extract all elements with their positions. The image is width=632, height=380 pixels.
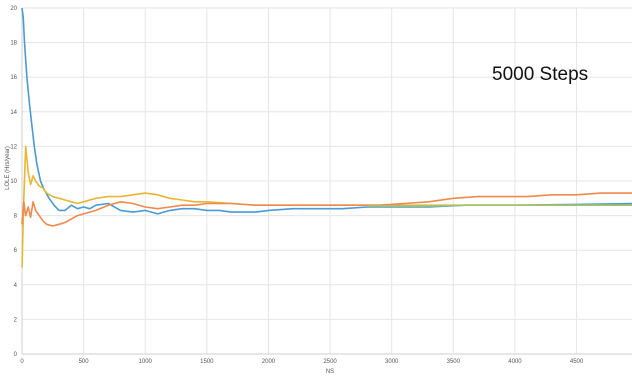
x-tick-label: 4000 xyxy=(508,359,522,365)
y-tick-label: 12 xyxy=(10,144,17,150)
y-tick-label: 0 xyxy=(14,352,18,358)
y-tick-label: 6 xyxy=(14,248,18,254)
y-tick-label: 8 xyxy=(14,214,18,220)
x-tick-label: 3000 xyxy=(385,359,399,365)
x-tick-label: 4500 xyxy=(570,359,584,365)
x-axis-title: NS xyxy=(326,369,334,375)
x-tick-label: 500 xyxy=(79,359,90,365)
y-tick-label: 20 xyxy=(10,6,17,12)
x-tick-label: 2000 xyxy=(262,359,276,365)
x-tick-label: 0 xyxy=(20,359,24,365)
y-tick-label: 4 xyxy=(14,283,18,289)
annotation-label: 5000 Steps xyxy=(492,64,588,85)
x-tick-label: 1000 xyxy=(139,359,153,365)
series-line-3 xyxy=(21,192,632,227)
x-tick-label: 3500 xyxy=(447,359,461,365)
tick-labels: 0 500 1000 1500 2000 2500 3000 3500 4000 4500 0 2 4 6… xyxy=(10,6,584,365)
series-layer xyxy=(21,7,632,268)
x-tick-label: 1500 xyxy=(200,359,214,365)
y-axis-title: LOLE (Hrs/year) xyxy=(5,146,11,190)
grid xyxy=(22,7,632,354)
y-tick-label: 2 xyxy=(14,317,18,323)
y-tick-label: 18 xyxy=(10,41,17,47)
y-tick-label: 10 xyxy=(10,179,17,185)
axes xyxy=(21,8,632,355)
y-tick-label: 14 xyxy=(10,110,17,116)
series-line-1 xyxy=(21,7,632,215)
x-tick-label: 2500 xyxy=(323,359,337,365)
y-tick-label: 16 xyxy=(10,75,17,81)
series-line-4 xyxy=(367,204,632,207)
